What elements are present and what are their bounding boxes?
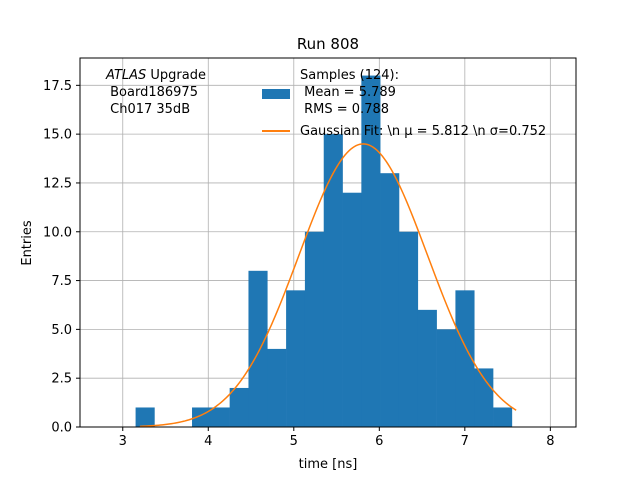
y-tick-label: 12.5 xyxy=(43,176,72,191)
legend-fit-label: Gaussian Fit: \n μ = 5.812 \n σ=0.752 xyxy=(300,124,546,139)
x-tick-label: 4 xyxy=(204,434,212,449)
legend-histogram-line-2: Mean = 5.789 xyxy=(300,85,396,100)
y-axis-ticks: 0.0 2.5 5.0 7.5 10.0 12.5 15.0 17.5 xyxy=(43,79,80,436)
histogram-bar xyxy=(248,270,268,427)
histogram-bar xyxy=(361,75,381,428)
x-axis-ticks: 3 4 5 6 7 8 xyxy=(119,427,554,449)
histogram-bar xyxy=(286,290,306,427)
annotation-line-1: ATLAS Upgrade xyxy=(105,68,206,83)
legend-histogram-line-3: RMS = 0.788 xyxy=(300,102,389,117)
y-tick-label: 17.5 xyxy=(43,79,72,94)
histogram-bar xyxy=(380,173,400,427)
annotation-line-3: Ch017 35dB xyxy=(106,102,190,117)
legend-histogram-swatch xyxy=(262,89,290,99)
histogram-bar xyxy=(342,192,362,427)
legend: Samples (124): Mean = 5.789 RMS = 0.788 … xyxy=(262,68,546,139)
plot-frame xyxy=(79,57,577,428)
x-tick-label: 5 xyxy=(290,434,298,449)
legend-histogram-line-1: Samples (124): xyxy=(300,68,399,83)
x-tick-label: 6 xyxy=(375,434,383,449)
gaussian-fit-line xyxy=(139,143,517,428)
x-tick-label: 3 xyxy=(119,434,127,449)
annotation-upgrade: Upgrade xyxy=(146,68,206,83)
histogram-bar xyxy=(229,387,249,427)
histogram-bar xyxy=(417,309,437,427)
histogram-bars xyxy=(135,75,513,428)
chart-title: Run 808 xyxy=(297,35,359,53)
histogram-bar xyxy=(398,231,419,427)
histogram-bar xyxy=(267,348,287,427)
histogram-bar xyxy=(436,329,456,427)
histogram-bar xyxy=(304,231,325,427)
y-tick-label: 7.5 xyxy=(51,274,72,289)
y-tick-label: 5.0 xyxy=(51,323,72,338)
histogram-bar xyxy=(455,290,475,427)
atlas-annotation: ATLAS Upgrade Board186975 Ch017 35dB xyxy=(105,68,206,117)
fit-line-group xyxy=(139,143,517,428)
histogram-bar xyxy=(493,407,513,427)
y-tick-label: 0.0 xyxy=(51,421,72,436)
y-tick-label: 10.0 xyxy=(43,225,72,240)
histogram-bar xyxy=(474,368,494,427)
annotation-atlas: ATLAS xyxy=(105,68,146,83)
histogram-bar xyxy=(135,407,155,427)
annotation-line-2: Board186975 xyxy=(106,85,198,100)
x-tick-label: 8 xyxy=(546,434,554,449)
y-tick-label: 15.0 xyxy=(43,128,72,143)
histogram-bar xyxy=(210,407,230,427)
y-axis-label: Entries xyxy=(20,220,35,266)
x-tick-label: 7 xyxy=(461,434,469,449)
x-axis-label: time [ns] xyxy=(299,457,358,472)
histogram-bar xyxy=(323,134,343,427)
y-tick-label: 2.5 xyxy=(51,372,72,387)
